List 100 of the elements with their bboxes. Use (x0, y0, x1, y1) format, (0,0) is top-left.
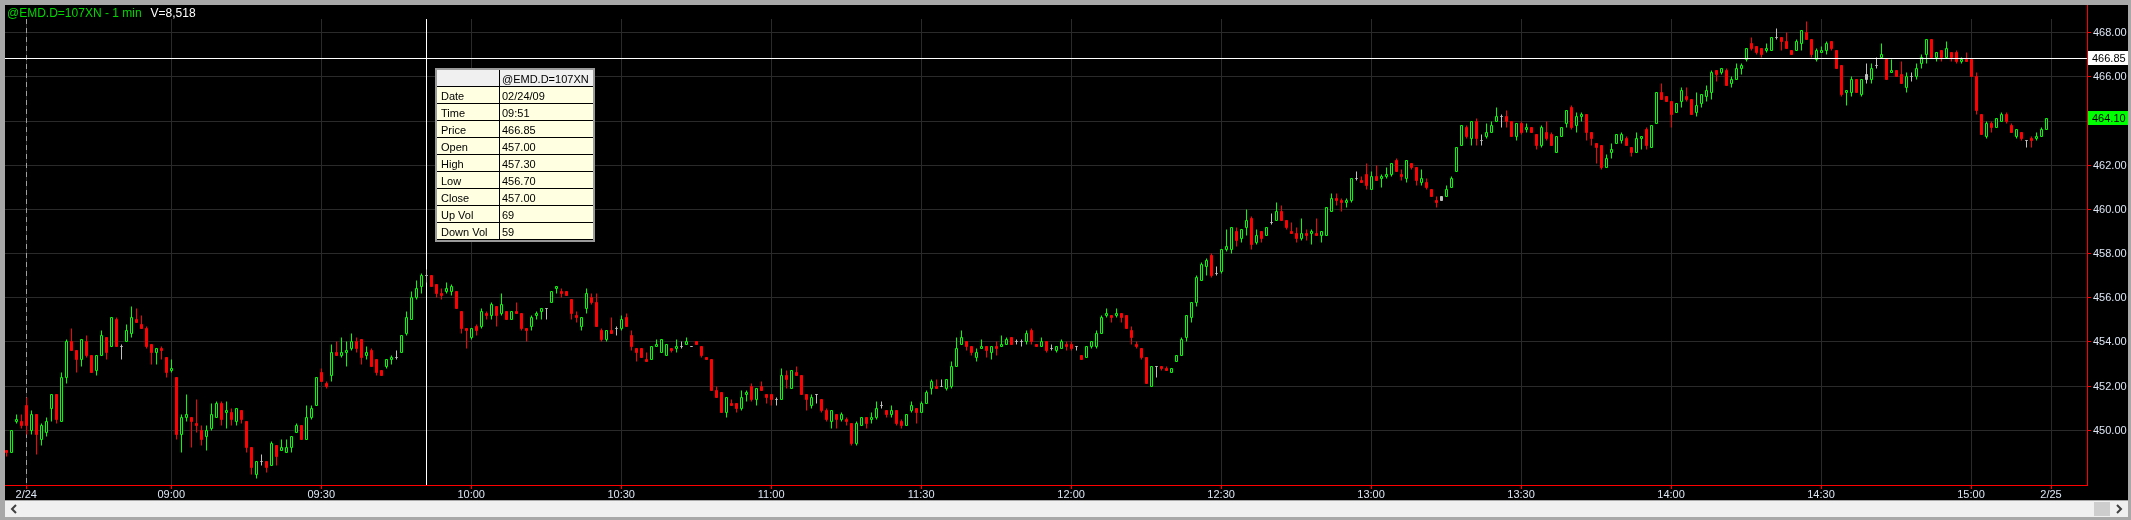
candlestick (1505, 110, 1508, 128)
candlestick (605, 330, 608, 342)
candlestick (1425, 178, 1428, 190)
candlestick (740, 390, 743, 411)
candlestick (1490, 121, 1493, 133)
candlestick (1765, 43, 1768, 53)
candlestick (720, 392, 723, 413)
candlestick (1315, 218, 1318, 236)
candlestick (80, 339, 83, 367)
candlestick (1845, 90, 1848, 106)
candlestick (310, 405, 313, 420)
candlestick (520, 313, 523, 331)
candlestick (1465, 125, 1468, 139)
candlestick (380, 370, 383, 376)
candlestick (1520, 121, 1523, 135)
candlestick (1410, 163, 1413, 170)
candlestick (30, 410, 33, 435)
candlestick (1115, 308, 1118, 318)
candlestick (1785, 32, 1788, 49)
candlestick (1565, 110, 1568, 128)
annotation: 464.10 (2092, 112, 2126, 125)
candlestick (130, 306, 133, 338)
candlestick (1460, 125, 1463, 146)
chart-title: @EMD.D=107XN - 1 min (7, 6, 142, 20)
candlestick (370, 348, 373, 367)
candlestick (120, 344, 123, 360)
candlestick (855, 421, 858, 446)
candlestick (55, 394, 58, 424)
candlestick (970, 346, 973, 356)
candlestick (205, 425, 208, 451)
candlestick (75, 350, 78, 373)
candlestick (1140, 348, 1143, 360)
candlestick (300, 425, 303, 440)
annotation: 466.85 (502, 123, 536, 136)
candlestick (1880, 43, 1883, 58)
candlestick (115, 317, 118, 347)
x-tick-label: 14:00 (1657, 488, 1685, 500)
candlestick (1645, 127, 1648, 150)
x-tick-label: 11:00 (757, 488, 785, 500)
candlestick (1320, 231, 1323, 243)
candlestick (430, 275, 433, 287)
candlestick (1935, 52, 1938, 62)
x-tick-label: 2/25 (2040, 488, 2062, 500)
candlestick (1285, 220, 1288, 230)
candlestick (1890, 59, 1893, 73)
candlestick (1720, 68, 1723, 75)
candlestick (980, 339, 983, 349)
candlestick (375, 359, 378, 376)
candlestick (1655, 92, 1658, 124)
candlestick (200, 425, 203, 446)
candlestick (1985, 121, 1988, 139)
candlestick (1535, 134, 1538, 150)
chart-subtitle: V=8,518 (150, 6, 196, 20)
x-tick-label: 15:00 (1957, 488, 1985, 500)
candlestick (770, 394, 773, 406)
annotation: Open (441, 140, 468, 153)
candlestick (255, 461, 258, 479)
candlestick (1580, 112, 1583, 122)
candlestick (1175, 355, 1178, 362)
candlestick (860, 417, 863, 426)
candlestick (1180, 337, 1183, 356)
candlestick (450, 284, 453, 296)
candlestick (890, 405, 893, 418)
candlestick (1895, 70, 1898, 77)
candlestick (900, 419, 903, 429)
candlestick (1290, 222, 1293, 234)
candlestick (90, 355, 93, 373)
candlestick (1100, 315, 1103, 334)
annotation: Low (441, 174, 462, 187)
candlestick (160, 346, 163, 360)
candlestick (1025, 330, 1028, 345)
annotation: 457.30 (502, 157, 536, 170)
annotation: 09:51 (502, 106, 530, 119)
candlestick (610, 317, 613, 334)
candlestick (1420, 169, 1423, 186)
candlestick (525, 328, 528, 342)
candlestick (485, 311, 488, 320)
x-tick-label: 09:30 (307, 488, 336, 500)
candlestick (1860, 79, 1863, 97)
candlestick (1080, 355, 1083, 360)
candlestick (65, 339, 68, 384)
candlestick (1210, 253, 1213, 278)
candlestick (1525, 123, 1528, 133)
candlestick (290, 436, 293, 453)
x-tick-label: 12:00 (1057, 488, 1085, 500)
candlestick (635, 348, 638, 362)
candlestick (2015, 129, 2018, 139)
candlestick (70, 328, 73, 351)
candlestick (1590, 132, 1593, 146)
candlestick (990, 346, 993, 360)
annotation: Down Vol (441, 225, 488, 238)
candlestick (2020, 132, 2023, 141)
candlestick (1040, 337, 1043, 347)
candlestick (1415, 167, 1418, 186)
candlestick (1995, 118, 1998, 128)
candlestick (1885, 59, 1888, 80)
candlestick (1360, 176, 1363, 183)
candlestick (510, 311, 513, 320)
annotation: Up Vol (441, 208, 474, 221)
candlestick (1440, 196, 1443, 201)
